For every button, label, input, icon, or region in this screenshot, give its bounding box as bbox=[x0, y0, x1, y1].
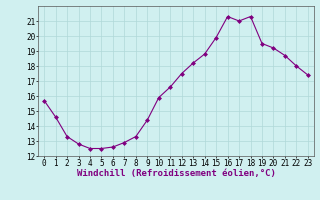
X-axis label: Windchill (Refroidissement éolien,°C): Windchill (Refroidissement éolien,°C) bbox=[76, 169, 276, 178]
